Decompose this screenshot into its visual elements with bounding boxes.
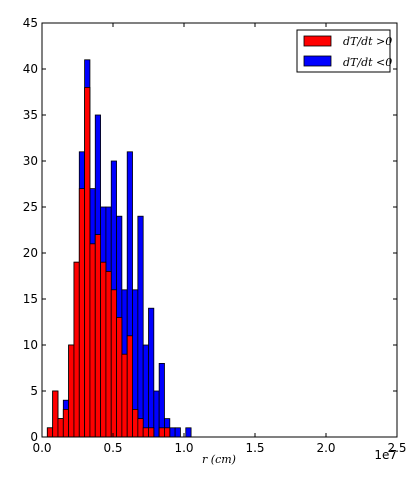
bar-positive-10: [100, 261, 107, 438]
bar-negative-18: [142, 344, 149, 438]
y-tick-label-6: 30: [23, 154, 38, 168]
y-tick-label-1: 5: [30, 384, 38, 398]
bar-positive-7: [84, 87, 91, 438]
legend-label-positive: dT/dt >0: [343, 35, 392, 48]
bar-positive-16: [132, 408, 139, 438]
x-axis-scale-label: 1e7: [374, 448, 397, 462]
x-tick-label-5: 2.5: [387, 441, 406, 455]
bar-positive-3: [62, 408, 70, 438]
bar-positive-18: [142, 427, 149, 438]
y-tick-label-0: 0: [30, 430, 38, 444]
legend-label-negative: dT/dt <0: [343, 56, 392, 69]
y-tick-label-4: 20: [23, 246, 38, 260]
x-tick-label-4: 2.0: [316, 441, 335, 455]
x-axis-label: r (cm): [202, 453, 236, 466]
bar-positive-2: [57, 418, 64, 438]
bar-negative-23: [169, 427, 176, 438]
bar-positive-11: [105, 270, 112, 438]
bar-positive-1: [52, 390, 59, 438]
x-tick-label-1: 0.5: [103, 441, 122, 455]
bar-positive-13: [116, 316, 123, 438]
bar-positive-14: [121, 353, 128, 438]
bar-positive-9: [94, 234, 101, 438]
y-tick-label-7: 35: [23, 108, 38, 122]
legend: dT/dt >0 dT/dt <0: [296, 29, 392, 73]
y-tick-label-5: 25: [23, 200, 38, 214]
x-tick-label-0: 0.0: [32, 441, 51, 455]
bar-negative-21: [158, 362, 165, 438]
x-tick-label-2: 1.0: [174, 441, 193, 455]
bar-positive-17: [137, 418, 144, 438]
y-tick-label-2: 10: [23, 338, 38, 352]
bar-negative-24: [174, 427, 181, 438]
bar-negative-26: [185, 427, 192, 438]
bar-positive-4: [68, 344, 75, 438]
plot-frame: [41, 22, 398, 438]
bar-positive-22: [164, 427, 171, 438]
bar-positive-0: [46, 427, 54, 438]
bar-negative-17: [137, 215, 144, 438]
y-tick-label-9: 45: [23, 16, 38, 30]
bar-positive-6: [78, 188, 86, 438]
bar-positive-15: [126, 335, 133, 438]
y-tick-label-3: 15: [23, 292, 38, 306]
bar-positive-12: [110, 289, 117, 438]
bar-positive-5: [73, 261, 80, 438]
bar-negative-20: [153, 390, 160, 438]
bar-positive-8: [89, 243, 96, 438]
legend-swatch-positive: [303, 35, 332, 47]
legend-swatch-negative: [303, 55, 332, 67]
ticks-group: 0.0 0.5 1.0 1.5 2.0 2.5 0 5 10 15 20 25 30 35 40 45: [23, 16, 407, 455]
bar-positive-19: [148, 427, 155, 438]
bar-positive-21: [158, 427, 165, 438]
y-tick-label-8: 40: [23, 62, 38, 76]
bar-negative-19: [148, 307, 155, 438]
x-tick-label-3: 1.5: [245, 441, 264, 455]
